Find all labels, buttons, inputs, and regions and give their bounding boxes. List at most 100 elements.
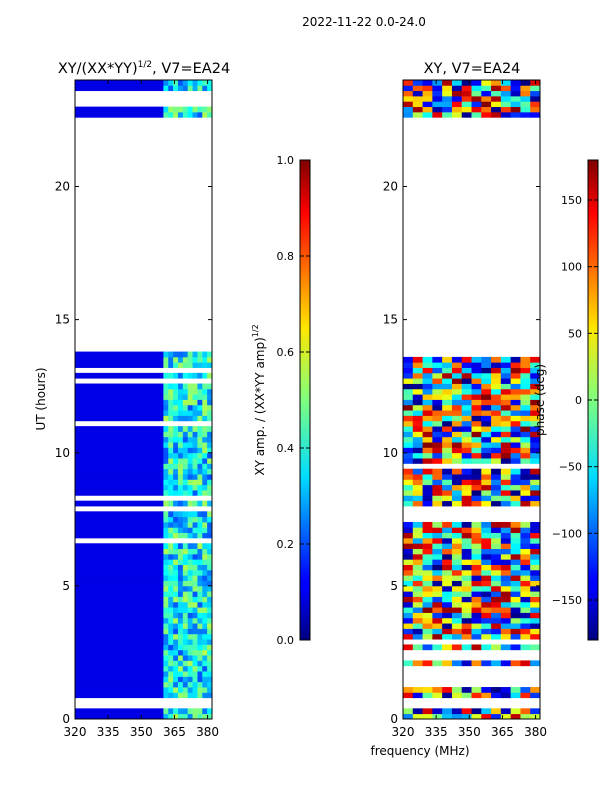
- heatmap-cell: [187, 655, 193, 661]
- heatmap-cell: [207, 692, 212, 699]
- heatmap-cell: [182, 80, 189, 86]
- heatmap-cell: [422, 559, 433, 565]
- heatmap-cell: [187, 676, 193, 683]
- heatmap-cell: [207, 85, 212, 92]
- heatmap-cell: [471, 596, 482, 603]
- heatmap-cell: [491, 623, 502, 629]
- heatmap-cell: [471, 495, 482, 502]
- heatmap-cell: [422, 532, 433, 539]
- heatmap-cell: [481, 383, 492, 390]
- heatmap-cell: [520, 106, 531, 113]
- heatmap-cell: [510, 527, 521, 534]
- figure-suptitle: 2022-11-22 0.0-24.0: [302, 15, 426, 29]
- heatmap-cell: [182, 633, 189, 640]
- heatmap-cell: [451, 442, 463, 448]
- heatmap-cell: [442, 521, 453, 528]
- heatmap-cell: [202, 569, 208, 576]
- heatmap-cell: [491, 548, 502, 555]
- heatmap-cell: [451, 484, 463, 491]
- heatmap-cell: [442, 569, 453, 576]
- heatmap-cell: [192, 655, 198, 661]
- heatmap-cell: [530, 356, 540, 363]
- heatmap-cell: [192, 665, 198, 672]
- heatmap-cell: [510, 585, 521, 592]
- heatmap-cell: [163, 527, 169, 534]
- heatmap-cell: [182, 372, 189, 379]
- heatmap-cell: [471, 367, 482, 374]
- heatmap-cell: [530, 569, 540, 576]
- heatmap-cell: [173, 404, 179, 411]
- heatmap-cell: [471, 591, 482, 597]
- heatmap-cell: [163, 399, 169, 406]
- heatmap-cell: [75, 617, 165, 624]
- heatmap-cell: [168, 649, 174, 656]
- heatmap-cell: [432, 495, 443, 502]
- heatmap-cell: [451, 633, 463, 640]
- heatmap-cell: [168, 591, 174, 597]
- heatmap-cell: [207, 569, 212, 576]
- heatmap-cell: [432, 436, 443, 443]
- heatmap-cell: [510, 612, 521, 619]
- colorbar-tick-label: 0.4: [277, 442, 295, 455]
- heatmap-cell: [197, 532, 203, 539]
- heatmap-cell: [168, 431, 174, 438]
- heatmap-cell: [520, 431, 531, 438]
- heatmap-cell: [403, 564, 414, 571]
- heatmap-cell: [403, 415, 414, 422]
- heatmap-cell: [75, 442, 165, 448]
- heatmap-cell: [412, 607, 423, 613]
- heatmap-cell: [168, 80, 174, 86]
- heatmap-cell: [207, 617, 212, 624]
- heatmap-cell: [173, 516, 179, 523]
- heatmap-cell: [461, 447, 472, 454]
- heatmap-cell: [202, 649, 208, 656]
- heatmap-cell: [481, 447, 492, 454]
- heatmap-cell: [412, 564, 423, 571]
- heatmap-cell: [520, 559, 531, 565]
- heatmap-cell: [432, 447, 443, 454]
- heatmap-cell: [442, 580, 453, 587]
- heatmap-cell: [163, 383, 169, 390]
- heatmap-cell: [471, 692, 482, 699]
- heatmap-cell: [177, 415, 184, 422]
- heatmap-cell: [530, 378, 540, 384]
- heatmap-cell: [202, 410, 208, 416]
- heatmap-cell: [202, 388, 208, 395]
- heatmap-cell: [168, 676, 174, 683]
- heatmap-cell: [197, 362, 203, 368]
- heatmap-cell: [491, 500, 502, 507]
- heatmap-cell: [481, 420, 492, 427]
- heatmap-cell: [173, 681, 179, 688]
- heatmap-cell: [75, 436, 165, 443]
- heatmap-cell: [422, 436, 433, 443]
- heatmap-cell: [173, 596, 179, 603]
- heatmap-cell: [412, 399, 423, 406]
- heatmap-cell: [202, 681, 208, 688]
- heatmap-cell: [168, 436, 174, 443]
- heatmap-cell: [442, 660, 453, 667]
- heatmap-cell: [182, 404, 189, 411]
- heatmap-cell: [207, 362, 212, 368]
- heatmap-cell: [500, 596, 512, 603]
- heatmap-cell: [412, 362, 423, 368]
- heatmap-cell: [442, 687, 453, 693]
- heatmap-cell: [471, 101, 482, 108]
- heatmap-cell: [432, 607, 443, 613]
- heatmap-cell: [432, 458, 443, 464]
- phase-colorbar-gradient: [588, 160, 598, 640]
- heatmap-cell: [412, 687, 423, 693]
- heatmap-cell: [500, 394, 512, 400]
- heatmap-cell: [207, 404, 212, 411]
- heatmap-cell: [75, 85, 165, 92]
- heatmap-cell: [192, 426, 198, 432]
- heatmap-cell: [197, 474, 203, 480]
- heatmap-cell: [187, 479, 193, 486]
- heatmap-cell: [491, 106, 502, 113]
- heatmap-cell: [403, 362, 414, 368]
- heatmap-cell: [187, 80, 193, 86]
- heatmap-cell: [403, 420, 414, 427]
- heatmap-cell: [500, 628, 512, 635]
- heatmap-cell: [177, 692, 184, 699]
- heatmap-cell: [192, 617, 198, 624]
